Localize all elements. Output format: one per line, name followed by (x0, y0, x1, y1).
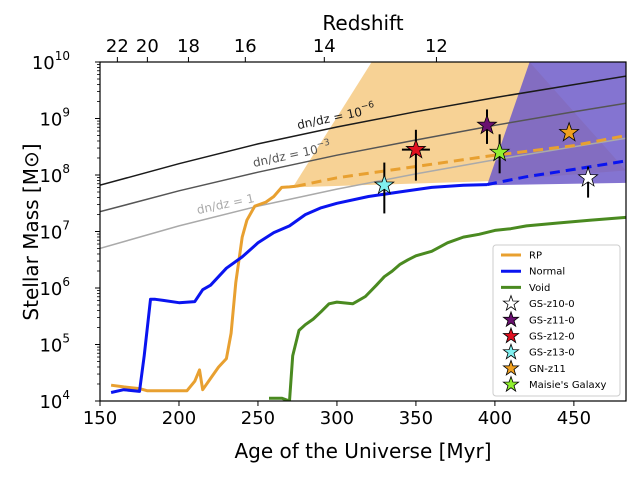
series-projection-normal (486, 159, 626, 187)
y-tick-label: 106 (39, 275, 70, 300)
galaxy-point (577, 166, 599, 187)
series-line-normal (110, 183, 488, 394)
y-tick-label: 109 (39, 106, 70, 131)
legend-label: GN-z11 (529, 364, 566, 375)
top-axis-ticks: 22 20 18 16 14 12 (106, 36, 448, 62)
galaxy-point (405, 138, 427, 159)
series-line-rp (110, 184, 297, 393)
legend-label: GS-z12-0 (529, 332, 575, 343)
y-tick-label: 1010 (32, 49, 70, 74)
y-tick-label: 107 (39, 219, 70, 244)
density-curve (100, 102, 626, 213)
density-curve (100, 137, 626, 250)
top-tick-label: 14 (313, 36, 336, 57)
top-tick-label: 16 (234, 36, 257, 57)
legend-marker (502, 310, 520, 328)
legend-marker (502, 342, 520, 360)
galaxy-point (373, 173, 395, 195)
x-tick-label: 250 (241, 408, 275, 429)
top-tick-label: 20 (136, 36, 159, 57)
legend-label: GS-z11-0 (529, 315, 575, 326)
galaxy-points (373, 109, 599, 214)
density-curve-label: dn/dz = 1 (195, 191, 255, 217)
legend-marker (502, 294, 520, 312)
legend: RP Normal Void GS-z10-0 GS-z11-0 GS-z12-0 GS-z… (492, 244, 621, 397)
x-tick-label: 350 (399, 408, 433, 429)
y-tick-label: 104 (39, 388, 70, 413)
top-tick-label: 18 (177, 36, 200, 57)
x-tick-label: 150 (83, 408, 117, 429)
y-tick-label: 105 (39, 332, 70, 357)
legend-label: GS-z10-0 (529, 299, 575, 310)
shaded-regions (292, 62, 626, 188)
legend-marker (502, 359, 520, 376)
y-tick-label: 108 (39, 162, 70, 187)
x-tick-label: 450 (557, 408, 591, 429)
top-axis-title: Redshift (322, 11, 403, 35)
x-tick-label: 300 (320, 408, 354, 429)
legend-label: Maisie's Galaxy (529, 380, 607, 391)
galaxy-point (558, 121, 580, 142)
series-lines (110, 134, 626, 401)
top-tick-label: 22 (106, 36, 129, 57)
x-axis-ticks: 150 200 250 300 350 400 450 (83, 401, 591, 429)
legend-marker (502, 375, 520, 393)
galaxy-point (476, 114, 498, 135)
series-projection-rp (295, 134, 626, 188)
density-curve (100, 75, 626, 186)
legend-label: RP (529, 251, 542, 262)
legend-label: Normal (529, 267, 565, 278)
legend-label: GS-z13-0 (529, 348, 575, 359)
x-tick-label: 200 (162, 408, 196, 429)
x-axis-title: Age of the Universe [Myr] (234, 439, 491, 463)
x-tick-label: 400 (478, 408, 512, 429)
y-axis-title: Stellar Mass [M⊙] (19, 143, 43, 320)
legend-box (492, 244, 621, 397)
legend-marker (502, 326, 520, 344)
galaxy-point (488, 141, 511, 162)
series-line-void (269, 215, 626, 401)
legend-label: Void (529, 283, 550, 294)
top-tick-label: 12 (425, 36, 448, 57)
